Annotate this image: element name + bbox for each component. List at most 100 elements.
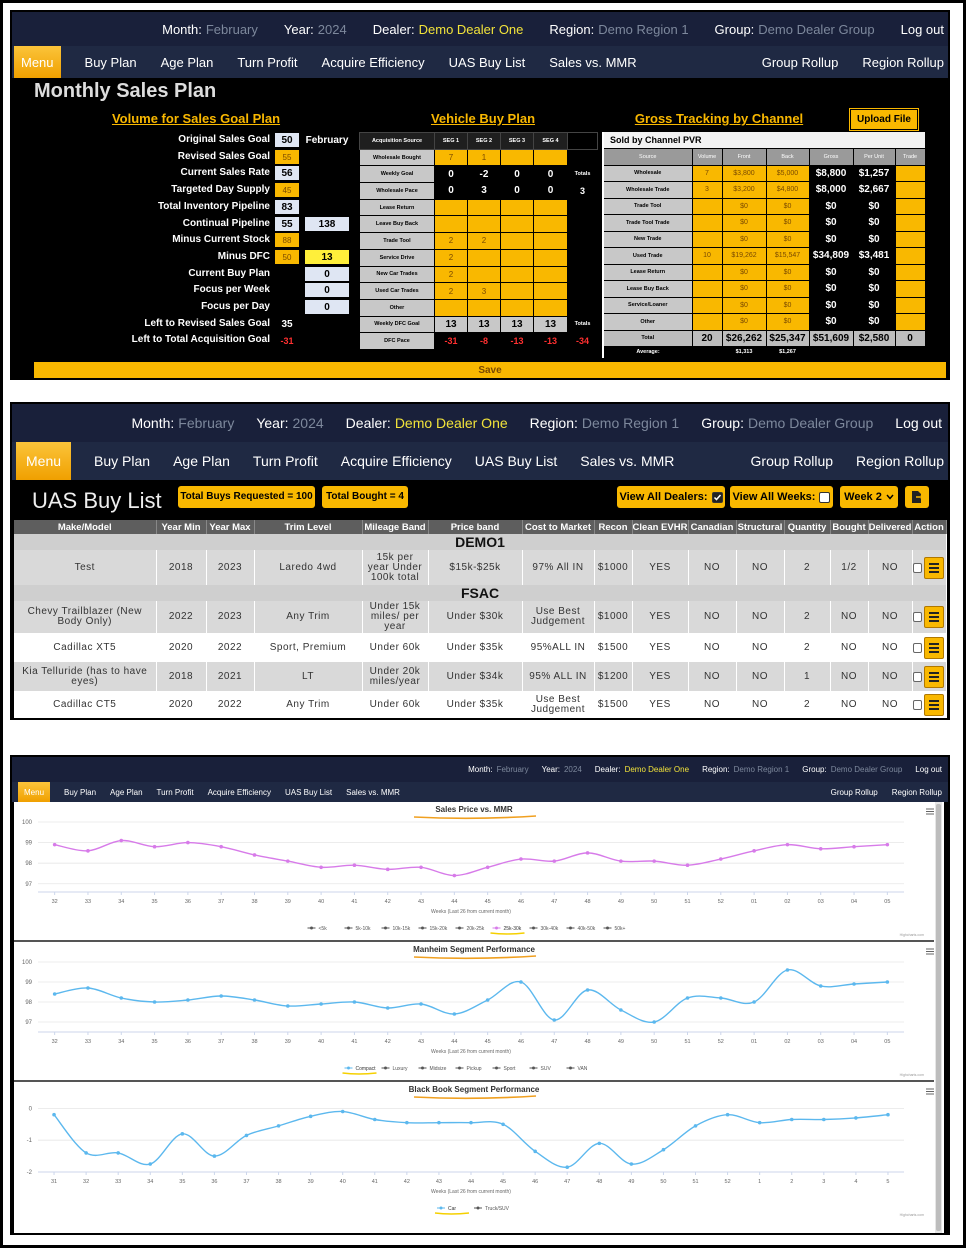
legend-symbol-dot: [421, 1066, 424, 1070]
section-heading[interactable]: Gross Tracking by Channel: [634, 111, 804, 126]
menu-item[interactable]: Region Rollup: [891, 787, 942, 797]
week-select[interactable]: Week 2: [840, 486, 898, 508]
menu-item[interactable]: UAS Buy List: [285, 787, 333, 797]
menu-item[interactable]: Age Plan: [160, 54, 214, 70]
header-field: Region: Demo Region 1: [530, 415, 680, 431]
menu-button[interactable]: Menu: [18, 782, 51, 802]
header-field: Year: 2024: [256, 415, 323, 431]
table-subtitle: Sold by Channel PVR: [603, 132, 926, 149]
menu-item[interactable]: Buy Plan: [64, 787, 97, 797]
table-cell: 13: [500, 315, 534, 334]
checkbox[interactable]: [711, 491, 723, 503]
menu-item[interactable]: Turn Profit: [252, 453, 318, 469]
table-cell: 0: [500, 182, 534, 200]
row-menu-button[interactable]: [924, 694, 944, 716]
legend-label: Sport: [504, 1066, 517, 1072]
menu-item[interactable]: Group Rollup: [761, 54, 839, 70]
menu-item[interactable]: Region Rollup: [862, 54, 944, 70]
table-cell: $0: [721, 296, 767, 314]
table-cell: 3: [567, 182, 598, 200]
row-menu-button[interactable]: [924, 606, 944, 628]
x-tick-label: 37: [218, 1039, 224, 1045]
y-tick-label: 98: [25, 1000, 32, 1006]
row-checkbox[interactable]: [912, 612, 923, 622]
section-heading[interactable]: Volume for Sales Goal Plan: [111, 111, 281, 126]
menu-item[interactable]: Acquire Efficiency: [207, 787, 271, 797]
checkbox[interactable]: [819, 491, 831, 503]
logout-link[interactable]: Log out: [900, 21, 944, 37]
row-menu-button[interactable]: [924, 665, 944, 688]
chart-credits: Highcharts.com: [900, 1073, 924, 1077]
section-heading[interactable]: Vehicle Buy Plan: [430, 111, 536, 126]
legend-label: 25k-30k: [504, 926, 522, 932]
menu-item[interactable]: Acquire Efficiency: [321, 54, 425, 70]
menu-item[interactable]: Acquire Efficiency: [340, 453, 452, 469]
table-row: Trade Tool $0 $0 $0 $0: [602, 197, 926, 215]
table-cell: $0: [765, 280, 810, 298]
menu-item[interactable]: Age Plan: [173, 453, 230, 469]
top-bar: Month: February Year: 2024 Dealer: Demo Deale…: [12, 12, 948, 46]
menu-right: Group Rollup Region Rollup: [751, 442, 944, 480]
menu-button[interactable]: Menu: [14, 46, 61, 78]
table-cell: 3: [467, 282, 501, 300]
table-cell: -13: [500, 332, 534, 350]
table-cell: $0: [721, 214, 767, 232]
row-label: Current Buy Plan: [188, 267, 270, 279]
legend-label: 10k-15k: [393, 926, 411, 932]
row-checkbox[interactable]: [912, 671, 923, 682]
menu-item[interactable]: Sales vs. MMR: [346, 787, 400, 797]
logout-link[interactable]: Log out: [895, 415, 942, 431]
row-checkbox[interactable]: [912, 562, 923, 573]
field-value: Demo Region 1: [598, 21, 689, 37]
row-checkbox[interactable]: [912, 642, 923, 653]
header-cell: Clean EVHR: [632, 520, 689, 534]
export-button[interactable]: [905, 486, 929, 508]
y-tick-label: -1: [27, 1138, 33, 1144]
view-all-weeks[interactable]: View All Weeks:: [730, 486, 833, 508]
menu-item[interactable]: Turn Profit: [237, 54, 298, 70]
row-menu-button[interactable]: [924, 636, 944, 659]
table-row: Kia Telluride (has to have eyes) 2018 2021…: [14, 662, 947, 691]
table-cell: NO: [868, 662, 913, 691]
table-cell: YES: [632, 633, 689, 662]
menu-item[interactable]: UAS Buy List: [448, 54, 526, 70]
menu-item[interactable]: Sales vs. MMR: [549, 54, 637, 70]
table-cell: $0: [852, 197, 896, 215]
table-cell: $1,257: [852, 164, 896, 182]
header-cell: Volume: [691, 148, 723, 166]
legend-underline: [342, 1072, 377, 1075]
x-tick-label: 52: [725, 1179, 731, 1185]
save-button[interactable]: Save: [34, 362, 946, 378]
menu-button[interactable]: Menu: [16, 442, 72, 480]
table-cell: $0: [808, 313, 854, 331]
upload-button[interactable]: Upload File: [849, 108, 919, 131]
menu-item[interactable]: Region Rollup: [856, 453, 944, 469]
menu-item[interactable]: Buy Plan: [94, 453, 151, 469]
menu-item[interactable]: Group Rollup: [750, 453, 834, 469]
row-checkbox[interactable]: [912, 700, 923, 710]
menu-item[interactable]: Age Plan: [110, 787, 143, 797]
row-label: Revised Sales Goal: [177, 150, 270, 162]
menu-item[interactable]: Group Rollup: [830, 787, 878, 797]
logout-link[interactable]: Log out: [915, 765, 942, 774]
table-cell: 2: [784, 601, 831, 633]
menu-item[interactable]: Sales vs. MMR: [580, 453, 675, 469]
x-tick-label: 05: [884, 1039, 890, 1045]
chart-title: Sales Price vs. MMR: [435, 805, 513, 814]
menu-bar: Menu Buy Plan Age Plan Turn Profit Acquire E…: [12, 782, 948, 802]
x-tick-label: 38: [275, 1179, 281, 1185]
menu-item[interactable]: Turn Profit: [156, 787, 194, 797]
row-menu-button[interactable]: [924, 556, 944, 579]
header-field: Year: 2024: [284, 22, 347, 37]
table-cell: [567, 148, 598, 167]
menu-item[interactable]: UAS Buy List: [474, 453, 558, 469]
data-point: [437, 1120, 441, 1125]
x-tick-label: 36: [185, 1039, 191, 1045]
row-label: Focus per Day: [201, 301, 270, 312]
menu-item[interactable]: Buy Plan: [84, 54, 137, 70]
table-cell: Trade Tool: [602, 197, 693, 215]
table-cell: Chevy Trailblazer (New Body Only): [14, 601, 157, 633]
view-all-dealers[interactable]: View All Dealers:: [617, 486, 725, 508]
action-group: [912, 665, 946, 688]
value-cell: 0: [304, 299, 350, 315]
